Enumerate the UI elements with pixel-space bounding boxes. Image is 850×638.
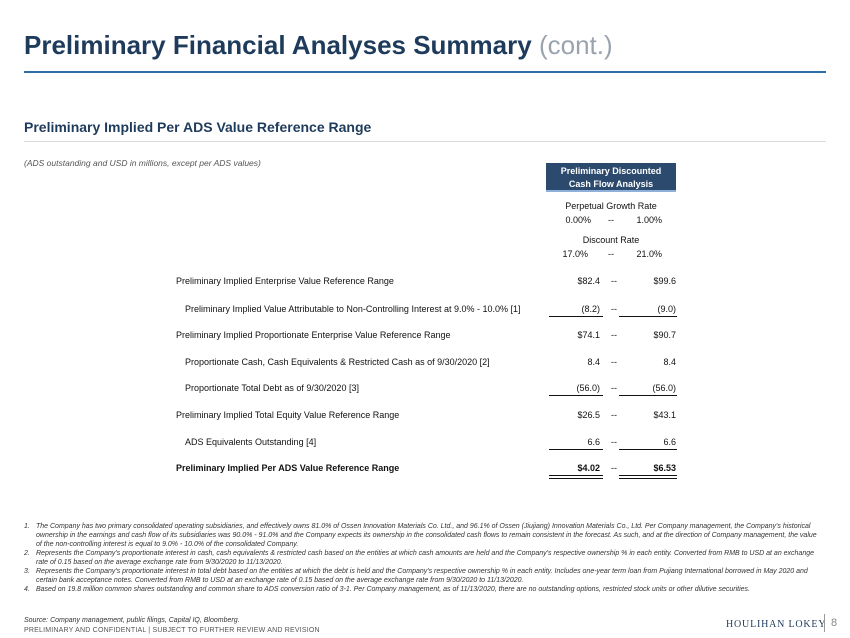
footnote: 2. Represents the Company's proportionate… (24, 549, 824, 567)
subtotal-underline (549, 449, 603, 450)
row-separator: -- (611, 437, 617, 447)
row-high-value: $99.6 (653, 276, 676, 286)
subtitle-divider (24, 141, 826, 142)
footnote-number: 1. (24, 523, 30, 530)
source-note: Source: Company management, public filin… (24, 617, 240, 624)
discount-rate-high: 21.0% (636, 249, 662, 259)
total-double-underline (619, 475, 677, 476)
subtotal-underline (549, 316, 603, 317)
row-label: ADS Equivalents Outstanding [4] (185, 437, 317, 447)
column-header-box: Preliminary Discounted Cash Flow Analysi… (546, 163, 676, 192)
footnote-number: 4. (24, 586, 30, 593)
confidential-notice: PRELIMINARY AND CONFIDENTIAL | SUBJECT T… (24, 627, 320, 634)
row-high-value: (56.0) (652, 383, 676, 393)
row-separator: -- (611, 304, 617, 314)
footnote: 3. Represents the Company's proportionate… (24, 567, 824, 585)
footnote-number: 2. (24, 550, 30, 557)
row-low-value: $74.1 (577, 330, 600, 340)
growth-rate-sep: -- (608, 215, 614, 225)
footnote: 4. Based on 19.8 million common shares ou… (24, 585, 824, 594)
footnote-text: Represents the Company's proportionate i… (36, 568, 808, 584)
row-high-value: $90.7 (653, 330, 676, 340)
subtotal-underline (549, 395, 603, 396)
row-label: Preliminary Implied Total Equity Value R… (176, 410, 400, 420)
row-label: Preliminary Implied Proportionate Enterp… (176, 330, 451, 340)
title-divider (24, 71, 826, 73)
row-separator: -- (611, 357, 617, 367)
row-separator: -- (611, 463, 617, 473)
row-low-value: $26.5 (577, 410, 600, 420)
total-double-underline (549, 478, 603, 479)
row-separator: -- (611, 330, 617, 340)
footnotes: 1. The Company has two primary consolidat… (24, 522, 824, 594)
row-label: Proportionate Total Debt as of 9/30/2020… (185, 383, 359, 393)
footnote-text: Based on 19.8 million common shares outs… (36, 586, 750, 593)
row-high-value: $43.1 (653, 410, 676, 420)
subtotal-underline (619, 449, 677, 450)
row-low-value: $82.4 (577, 276, 600, 286)
subtotal-underline (619, 316, 677, 317)
page-title: Preliminary Financial Analyses Summary (… (24, 30, 613, 61)
page-number: 8 (831, 617, 838, 629)
discount-rate-label: Discount Rate (582, 235, 640, 245)
row-label: Preliminary Implied Enterprise Value Ref… (176, 276, 394, 286)
title-suffix: (cont.) (538, 30, 613, 60)
row-low-value: 8.4 (587, 357, 600, 367)
growth-rate-high: 1.00% (636, 215, 662, 225)
column-header-line1: Preliminary Discounted (560, 166, 662, 176)
row-separator: -- (611, 383, 617, 393)
section-subtitle: Preliminary Implied Per ADS Value Refere… (24, 119, 372, 135)
row-separator: -- (611, 276, 617, 286)
row-low-value: (8.2) (581, 304, 600, 314)
total-double-underline (619, 478, 677, 479)
units-note: (ADS outstanding and USD in millions, ex… (24, 158, 261, 168)
total-double-underline (549, 475, 603, 476)
footnote-text: Represents the Company's proportionate i… (36, 550, 815, 566)
row-high-value: (9.0) (657, 304, 676, 314)
footer-divider (824, 614, 825, 632)
row-low-value: $4.02 (577, 463, 600, 473)
row-label: Preliminary Implied Per ADS Value Refere… (176, 463, 400, 473)
title-text: Preliminary Financial Analyses Summary (24, 30, 532, 60)
column-header-line2: Cash Flow Analysis (568, 179, 654, 189)
company-logo: HOULIHAN LOKEY (726, 619, 827, 630)
row-low-value: (56.0) (576, 383, 600, 393)
footnote-number: 3. (24, 568, 30, 575)
row-label: Preliminary Implied Value Attributable t… (185, 304, 521, 314)
row-high-value: 6.6 (663, 437, 676, 447)
growth-rate-low: 0.00% (565, 215, 591, 225)
footnote-text: The Company has two primary consolidated… (36, 523, 817, 548)
row-separator: -- (611, 410, 617, 420)
discount-rate-sep: -- (608, 249, 614, 259)
subtotal-underline (619, 395, 677, 396)
row-high-value: 8.4 (663, 357, 676, 367)
growth-rate-label: Perpetual Growth Rate (565, 201, 657, 211)
footnote: 1. The Company has two primary consolidat… (24, 522, 824, 549)
discount-rate-low: 17.0% (562, 249, 588, 259)
row-low-value: 6.6 (587, 437, 600, 447)
row-label: Proportionate Cash, Cash Equivalents & R… (185, 357, 490, 367)
row-high-value: $6.53 (653, 463, 676, 473)
